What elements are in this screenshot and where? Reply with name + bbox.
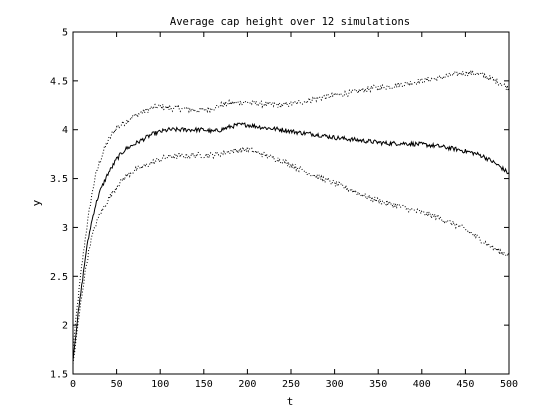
x-tick-label: 150 <box>195 379 213 390</box>
y-tick-label: 1.5 <box>50 370 68 381</box>
x-tick-label: 300 <box>326 379 344 390</box>
x-tick-label: 250 <box>282 379 300 390</box>
y-tick-label: 3.5 <box>50 174 68 185</box>
y-tick-label: 5 <box>62 28 68 39</box>
x-tick-label: 450 <box>456 379 474 390</box>
y-tick-label: 4 <box>62 125 68 136</box>
y-tick-label: 2.5 <box>50 272 68 283</box>
x-tick-label: 500 <box>500 379 518 390</box>
x-tick-label: 100 <box>151 379 169 390</box>
plot-area <box>73 32 509 374</box>
x-tick-label: 50 <box>111 379 123 390</box>
x-tick-label: 400 <box>413 379 431 390</box>
y-tick-label: 3 <box>62 223 68 234</box>
y-tick-label: 2 <box>62 321 68 332</box>
x-axis-label: t <box>287 395 294 408</box>
x-tick-label: 0 <box>70 379 76 390</box>
y-axis-label: y <box>30 199 43 206</box>
chart-title: Average cap height over 12 simulations <box>170 16 410 28</box>
y-tick-label: 4.5 <box>50 76 68 87</box>
x-tick-label: 200 <box>238 379 256 390</box>
x-tick-label: 350 <box>369 379 387 390</box>
